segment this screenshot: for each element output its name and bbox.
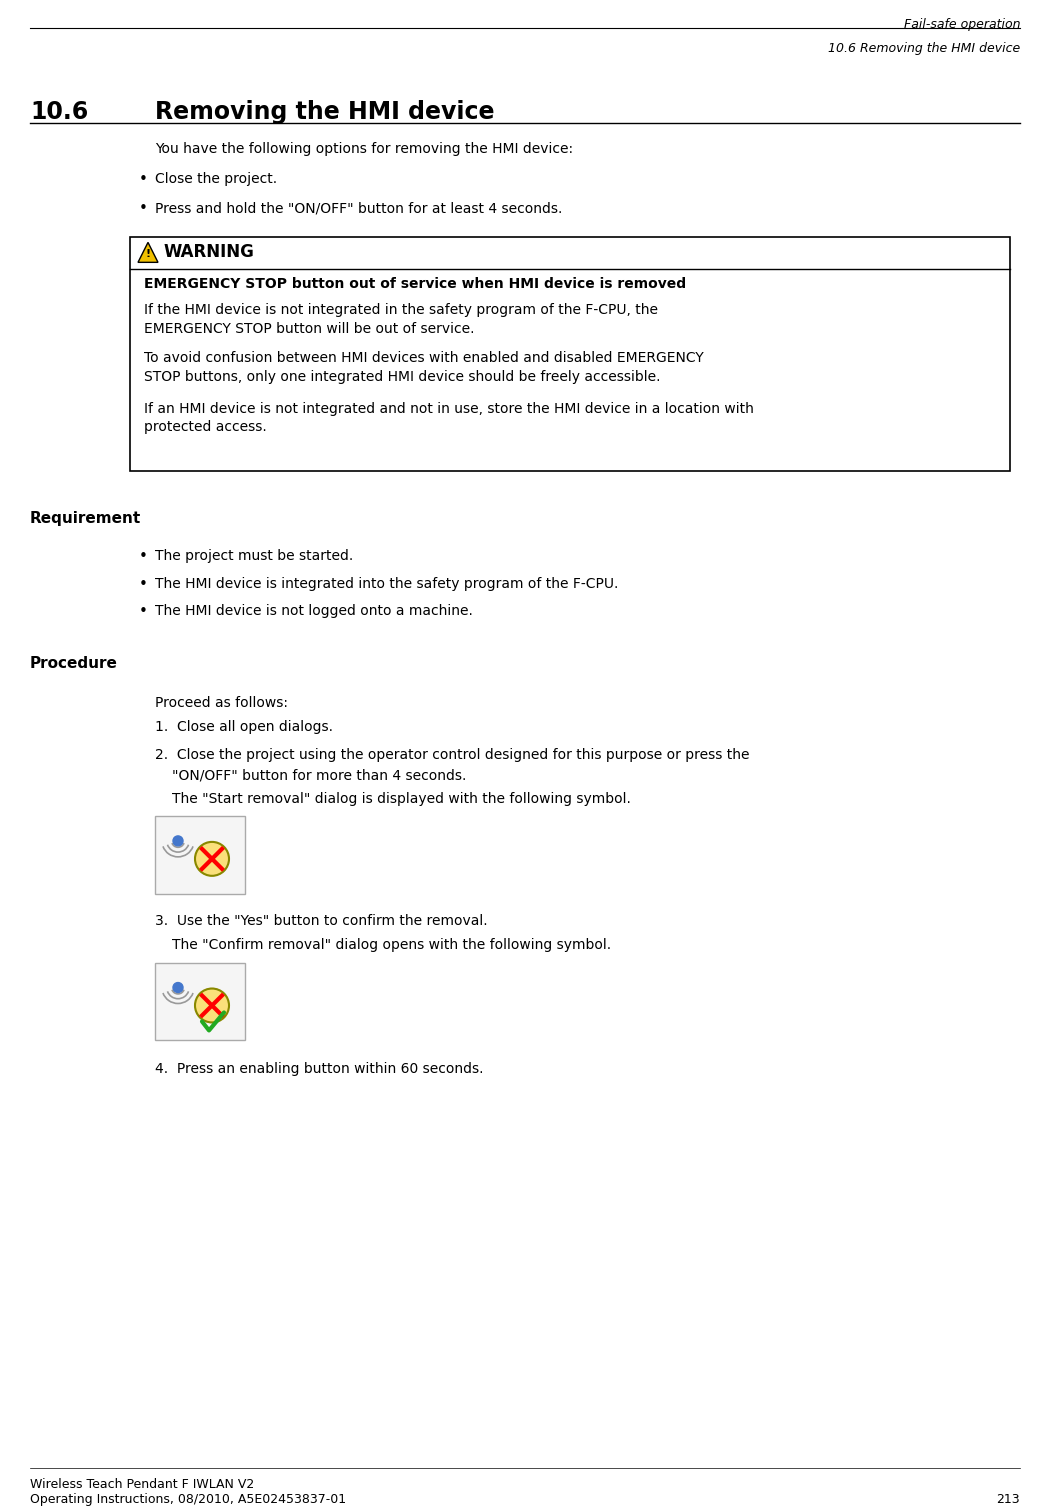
Text: Procedure: Procedure	[30, 656, 118, 672]
Bar	[155, 816, 245, 893]
Text: 10.6 Removing the HMI device: 10.6 Removing the HMI device	[828, 42, 1020, 54]
Text: Requirement: Requirement	[30, 510, 141, 525]
Text: If an HMI device is not integrated and not in use, store the HMI device in a loc: If an HMI device is not integrated and n…	[144, 401, 754, 435]
Bar	[130, 237, 1010, 471]
Text: Operating Instructions, 08/2010, A5E02453837-01: Operating Instructions, 08/2010, A5E0245…	[30, 1494, 346, 1506]
Circle shape	[173, 982, 183, 993]
Text: The HMI device is integrated into the safety program of the F-CPU.: The HMI device is integrated into the sa…	[155, 576, 619, 590]
Text: !: !	[146, 249, 151, 260]
Text: If the HMI device is not integrated in the safety program of the F-CPU, the
EMER: If the HMI device is not integrated in t…	[144, 303, 658, 335]
Text: 213: 213	[996, 1494, 1020, 1506]
Circle shape	[173, 836, 183, 847]
Text: Press and hold the "ON/OFF" button for at least 4 seconds.: Press and hold the "ON/OFF" button for a…	[155, 202, 563, 216]
Text: Wireless Teach Pendant F IWLAN V2: Wireless Teach Pendant F IWLAN V2	[30, 1479, 254, 1491]
Text: The "Confirm removal" dialog opens with the following symbol.: The "Confirm removal" dialog opens with …	[172, 937, 612, 952]
Text: "ON/OFF" button for more than 4 seconds.: "ON/OFF" button for more than 4 seconds.	[172, 768, 466, 782]
Text: To avoid confusion between HMI devices with enabled and disabled EMERGENCY
STOP : To avoid confusion between HMI devices w…	[144, 352, 704, 383]
Text: EMERGENCY STOP button out of service when HMI device is removed: EMERGENCY STOP button out of service whe…	[144, 278, 686, 291]
Text: WARNING: WARNING	[164, 243, 255, 261]
Text: •: •	[139, 549, 148, 564]
Text: 1.  Close all open dialogs.: 1. Close all open dialogs.	[155, 720, 333, 735]
Circle shape	[196, 842, 229, 875]
Text: You have the following options for removing the HMI device:: You have the following options for remov…	[155, 142, 573, 155]
Text: •: •	[139, 172, 148, 187]
Text: Fail-safe operation: Fail-safe operation	[904, 18, 1020, 32]
Circle shape	[196, 988, 229, 1023]
Text: Proceed as follows:: Proceed as follows:	[155, 696, 288, 711]
Polygon shape	[138, 243, 158, 263]
Text: •: •	[139, 576, 148, 592]
Text: 3.  Use the "Yes" button to confirm the removal.: 3. Use the "Yes" button to confirm the r…	[155, 914, 488, 928]
Text: •: •	[139, 202, 148, 216]
Text: The project must be started.: The project must be started.	[155, 549, 354, 563]
Bar	[155, 963, 245, 1040]
Text: Close the project.: Close the project.	[155, 172, 277, 186]
Text: Removing the HMI device: Removing the HMI device	[155, 100, 494, 124]
Text: The "Start removal" dialog is displayed with the following symbol.: The "Start removal" dialog is displayed …	[172, 792, 631, 806]
Text: •: •	[139, 605, 148, 620]
Text: 4.  Press an enabling button within 60 seconds.: 4. Press an enabling button within 60 se…	[155, 1062, 484, 1076]
Text: 2.  Close the project using the operator control designed for this purpose or pr: 2. Close the project using the operator …	[155, 748, 750, 762]
Text: The HMI device is not logged onto a machine.: The HMI device is not logged onto a mach…	[155, 605, 473, 619]
Text: 10.6: 10.6	[30, 100, 88, 124]
